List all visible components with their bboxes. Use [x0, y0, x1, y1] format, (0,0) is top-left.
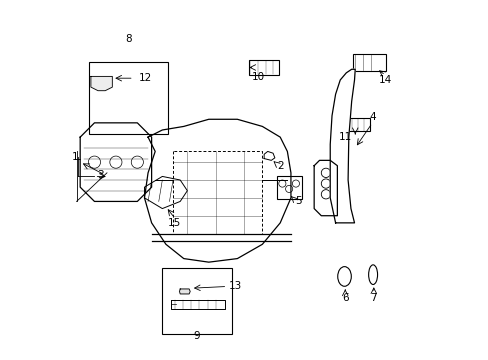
Polygon shape: [313, 160, 337, 216]
Polygon shape: [91, 76, 112, 91]
Bar: [89, 62, 167, 134]
Polygon shape: [329, 69, 354, 223]
Ellipse shape: [368, 265, 377, 284]
Bar: [276, 176, 301, 199]
Text: 15: 15: [168, 218, 181, 228]
Text: 7: 7: [370, 293, 376, 303]
Text: 13: 13: [228, 282, 241, 292]
Text: 5: 5: [294, 197, 301, 206]
Text: 4: 4: [369, 112, 376, 122]
Polygon shape: [179, 289, 190, 294]
Text: 11: 11: [338, 132, 351, 142]
Text: 2: 2: [276, 161, 283, 171]
Text: 14: 14: [378, 75, 391, 85]
Text: 6: 6: [341, 293, 348, 303]
Bar: [353, 54, 385, 71]
Text: 12: 12: [139, 73, 152, 83]
Bar: [339, 118, 370, 131]
Text: 1: 1: [71, 152, 78, 162]
Text: 8: 8: [125, 34, 131, 44]
Bar: [162, 267, 231, 334]
Ellipse shape: [337, 267, 350, 286]
Text: 10: 10: [252, 72, 264, 82]
Bar: [248, 60, 279, 75]
Text: 9: 9: [193, 332, 199, 342]
Text: 3: 3: [97, 170, 103, 180]
